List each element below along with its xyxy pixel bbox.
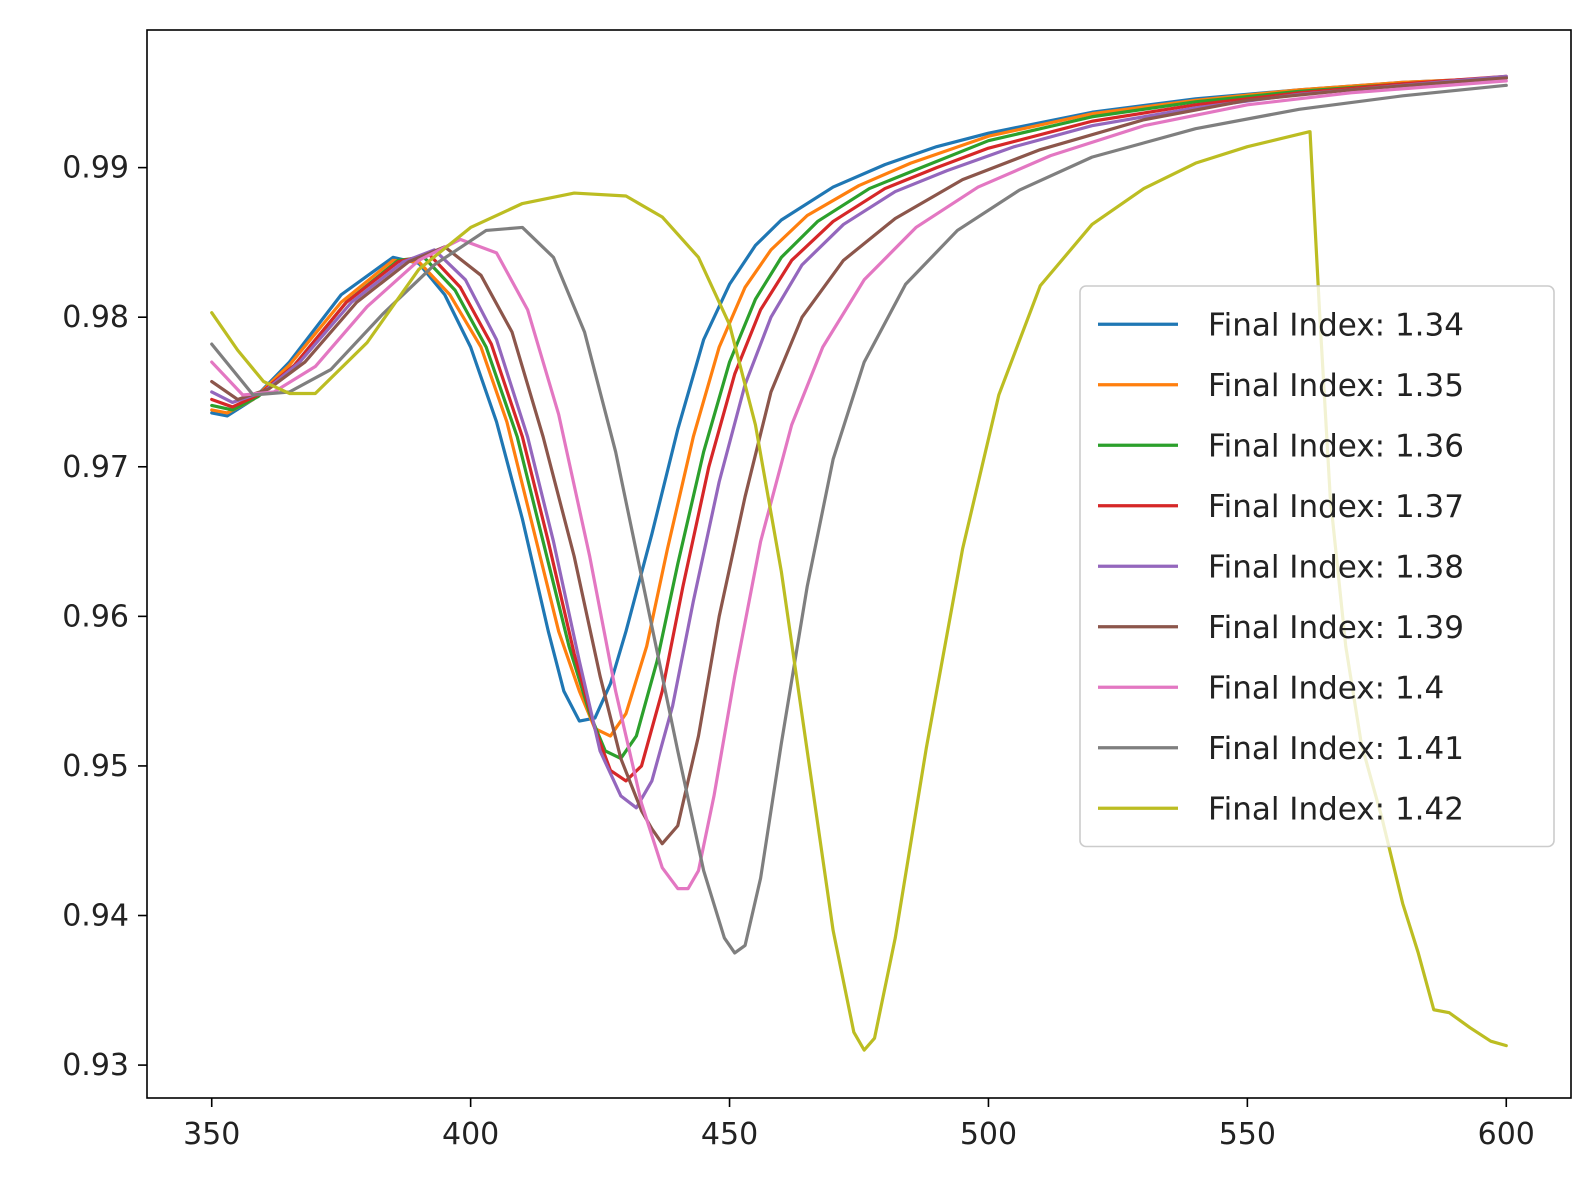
y-tick-label: 0.98 — [62, 300, 129, 335]
legend-label: Final Index: 1.36 — [1208, 428, 1464, 464]
x-tick-label: 550 — [1219, 1117, 1276, 1152]
series-line-5 — [210, 74, 1508, 810]
series-line-1 — [210, 76, 1508, 723]
x-tick-label: 400 — [442, 1117, 499, 1152]
x-tick-label: 450 — [701, 1117, 758, 1152]
legend-label: Final Index: 1.4 — [1208, 670, 1444, 706]
legend-box — [1079, 285, 1555, 848]
series-line-6 — [210, 76, 1508, 846]
series-line-4 — [210, 74, 1508, 783]
y-axis: 0.93 0.94 0.95 0.96 0.97 0.98 0.99 — [62, 151, 147, 1083]
x-axis: 350 400 450 500 550 600 — [183, 1098, 1535, 1152]
legend-label: Final Index: 1.34 — [1208, 307, 1464, 343]
x-tick-label: 500 — [960, 1117, 1017, 1152]
axes-frame — [146, 29, 1572, 1099]
y-tick-label: 0.94 — [62, 899, 129, 934]
legend-label: Final Index: 1.39 — [1208, 610, 1464, 646]
legend-label: Final Index: 1.42 — [1208, 791, 1464, 827]
y-tick-label: 0.99 — [62, 151, 129, 186]
x-tick-label: 600 — [1478, 1117, 1535, 1152]
legend-label: Final Index: 1.37 — [1208, 489, 1464, 525]
series-line-7 — [210, 79, 1508, 891]
legend: Final Index: 1.34 Final Index: 1.35 Final … — [1079, 285, 1555, 848]
legend-label: Final Index: 1.41 — [1208, 731, 1464, 767]
x-tick-label: 350 — [183, 1117, 240, 1152]
y-tick-label: 0.95 — [62, 749, 129, 784]
y-tick-label: 0.96 — [62, 599, 129, 634]
y-tick-label: 0.97 — [62, 450, 129, 485]
legend-label: Final Index: 1.35 — [1208, 368, 1464, 404]
series-line-8 — [210, 83, 1508, 955]
y-tick-label: 0.93 — [62, 1048, 129, 1083]
series-line-2 — [210, 76, 1508, 738]
legend-label: Final Index: 1.38 — [1208, 549, 1464, 585]
